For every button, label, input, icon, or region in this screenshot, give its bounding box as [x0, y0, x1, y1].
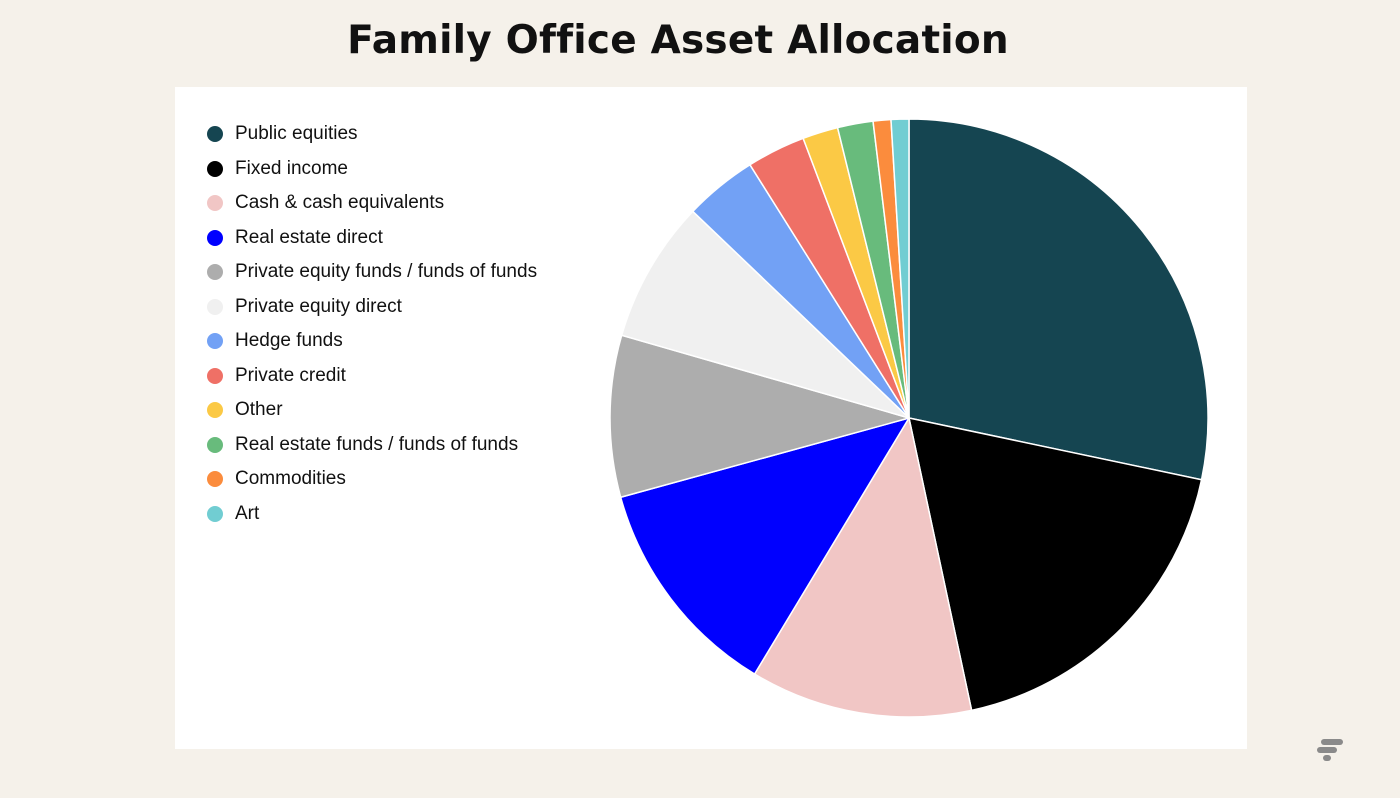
legend-item-public-equities: Public equities	[207, 117, 537, 152]
pie-chart	[609, 118, 1209, 718]
legend-item-fixed-income: Fixed income	[207, 152, 537, 187]
legend-label: Commodities	[235, 468, 346, 490]
pie-slice-public-equities	[908, 118, 1209, 481]
legend-swatch	[207, 402, 223, 419]
pie-slice-private-equity-direct	[620, 210, 910, 419]
pie-slice-art	[890, 118, 910, 419]
legend-swatch	[207, 367, 223, 384]
pie-slice-fixed-income	[908, 417, 1203, 712]
legend-swatch	[207, 160, 223, 177]
legend-label: Cash & cash equivalents	[235, 192, 445, 214]
legend-item-private-equity-funds-funds-of-funds: Private equity funds / funds of funds	[207, 255, 537, 290]
legend-item-real-estate-direct: Real estate direct	[207, 221, 537, 256]
legend-item-private-credit: Private credit	[207, 359, 537, 394]
legend-swatch	[207, 436, 223, 453]
chart-legend: Public equities Fixed income Cash & cash e…	[207, 117, 537, 531]
pie-slice-cash-cash-equivalents	[753, 417, 973, 718]
legend-item-other: Other	[207, 393, 537, 428]
legend-label: Private equity funds / funds of funds	[235, 261, 538, 283]
legend-item-cash-cash-equivalents: Cash & cash equivalents	[207, 186, 537, 221]
legend-item-commodities: Commodities	[207, 462, 537, 497]
pie-slice-private-equity-funds-funds-of-funds	[609, 334, 910, 499]
legend-label: Hedge funds	[235, 330, 343, 352]
chart-title: Family Office Asset Allocation	[347, 18, 1009, 63]
legend-label: Art	[235, 502, 260, 524]
legend-label: Private equity direct	[235, 295, 402, 317]
legend-label: Real estate direct	[235, 226, 383, 248]
legend-label: Fixed income	[235, 157, 348, 179]
legend-swatch	[207, 229, 223, 246]
pie-slice-real-estate-direct	[619, 417, 910, 675]
legend-swatch	[207, 298, 223, 315]
brand-logo-icon	[1317, 739, 1343, 761]
legend-label: Private credit	[235, 364, 346, 386]
chart-panel: Public equities Fixed income Cash & cash e…	[175, 87, 1247, 749]
legend-swatch	[207, 471, 223, 488]
legend-item-art: Art	[207, 497, 537, 532]
legend-swatch	[207, 333, 223, 350]
legend-label: Other	[235, 399, 283, 421]
legend-label: Real estate funds / funds of funds	[235, 433, 519, 455]
legend-item-hedge-funds: Hedge funds	[207, 324, 537, 359]
legend-swatch	[207, 505, 223, 522]
legend-swatch	[207, 264, 223, 281]
legend-item-private-equity-direct: Private equity direct	[207, 290, 537, 325]
legend-label: Public equities	[235, 123, 358, 145]
legend-swatch	[207, 126, 223, 143]
legend-item-real-estate-funds-funds-of-funds: Real estate funds / funds of funds	[207, 428, 537, 463]
legend-swatch	[207, 195, 223, 212]
